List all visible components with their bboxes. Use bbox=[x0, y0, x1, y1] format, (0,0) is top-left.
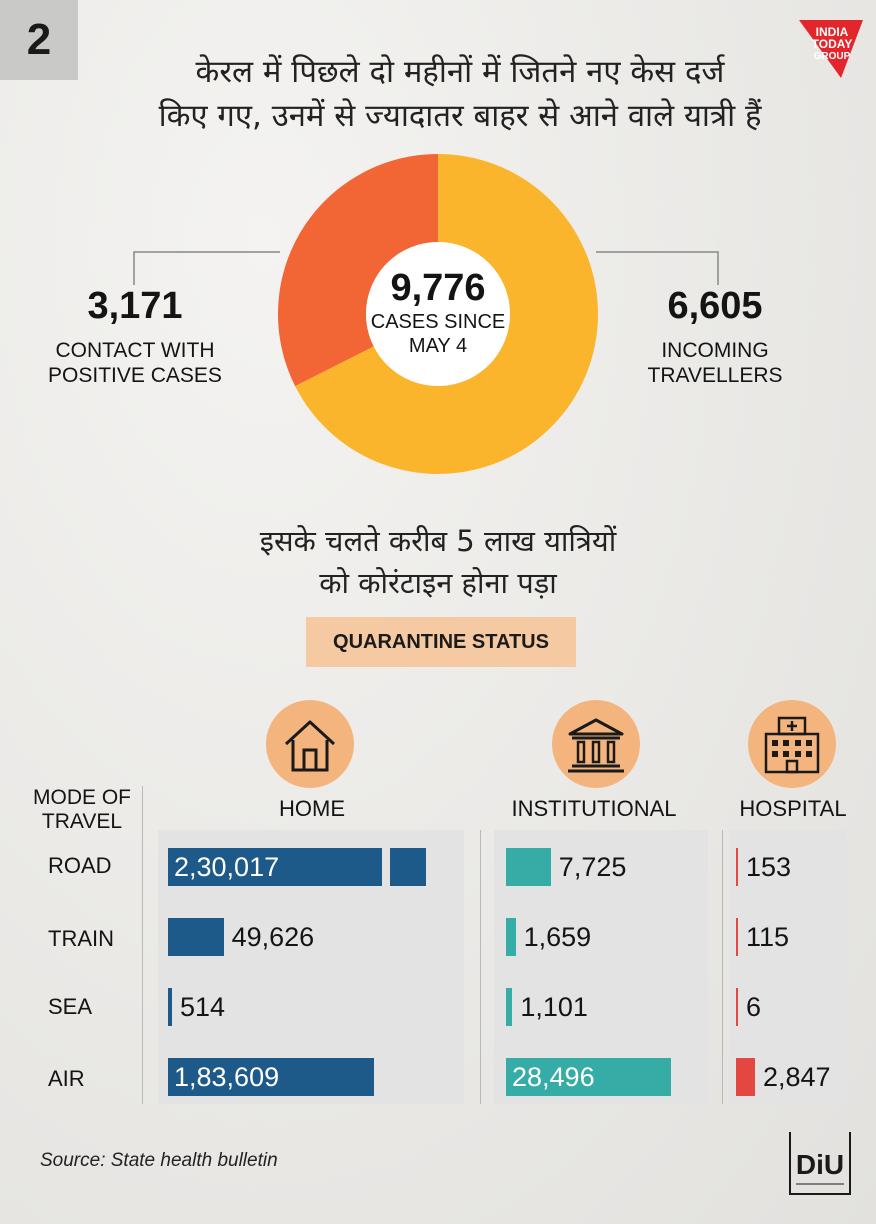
headline-line-2: किए गए, उनमें से ज्यादातर बाहर से आने वा… bbox=[158, 98, 762, 134]
total-cases-label-2: MAY 4 bbox=[408, 335, 468, 357]
brand-line-1: INDIA bbox=[816, 25, 849, 39]
donut-slice-contact-cases bbox=[278, 154, 438, 387]
bar-axis-break bbox=[382, 848, 390, 886]
mode-header-line-2: TRAVEL bbox=[41, 810, 123, 833]
bar-label-hospital-air: 2,847 bbox=[762, 1062, 831, 1092]
row-label-air: AIR bbox=[48, 1066, 85, 1091]
india-today-logo: INDIA TODAY GROUP bbox=[795, 12, 867, 84]
divider-1 bbox=[142, 786, 143, 1104]
total-cases-stat: 9,776 CASES SINCE MAY 4 bbox=[338, 266, 538, 358]
bar-label-home-train: 49,626 bbox=[231, 922, 315, 952]
bar-label-institutional-air: 28,496 bbox=[512, 1062, 595, 1092]
mode-of-travel-header: MODE OF TRAVEL bbox=[22, 786, 142, 834]
bar-label-home-air: 1,83,609 bbox=[174, 1062, 280, 1092]
hospital-icon bbox=[748, 700, 836, 788]
incoming-travellers-label-2: TRAVELLERS bbox=[647, 364, 783, 387]
subhead-line-1: इसके चलते करीब 5 लाख यात्रियों bbox=[259, 524, 617, 558]
right-leader-line bbox=[596, 251, 719, 285]
divider-2 bbox=[480, 830, 481, 1104]
bar-label-hospital-road: 153 bbox=[746, 852, 792, 882]
column-header-hospital: HOSPITAL bbox=[739, 796, 847, 821]
left-leader-line bbox=[133, 251, 280, 285]
column-header-institutional: INSTITUTIONAL bbox=[511, 796, 677, 821]
bar-label-institutional-sea: 1,101 bbox=[520, 992, 588, 1022]
bar-institutional-air bbox=[506, 1058, 672, 1096]
quarantine-status-title: QUARANTINE STATUS bbox=[306, 617, 576, 667]
bar-institutional-train bbox=[506, 918, 516, 956]
bar-hospital-sea bbox=[736, 988, 738, 1026]
bar-label-institutional-train: 1,659 bbox=[523, 922, 592, 952]
row-label-road: ROAD bbox=[48, 853, 112, 878]
incoming-travellers-value: 6,605 bbox=[667, 285, 763, 327]
row-label-sea: SEA bbox=[48, 994, 93, 1019]
bar-institutional-sea bbox=[506, 988, 513, 1026]
donut-slice-incoming-travellers bbox=[295, 154, 598, 474]
bar-hospital-road bbox=[736, 848, 738, 886]
incoming-travellers-stat: 6,605 INCOMING TRAVELLERS bbox=[620, 284, 810, 388]
donut-hole bbox=[366, 242, 510, 386]
total-cases-label-1: CASES SINCE bbox=[370, 311, 506, 333]
bar-home-sea bbox=[168, 988, 172, 1026]
source-note: Source: State health bulletin bbox=[40, 1150, 278, 1171]
contact-cases-label-1: CONTACT WITH bbox=[55, 339, 215, 362]
total-cases-value: 9,776 bbox=[390, 267, 486, 309]
headline-line-1: केरल में पिछले दो महीनों में जितने नए के… bbox=[195, 54, 725, 90]
page-number: 2 bbox=[0, 0, 78, 80]
bar-label-home-road: 2,30,017 bbox=[174, 852, 280, 882]
brand-line-2: TODAY bbox=[812, 37, 853, 51]
column-header-home: HOME bbox=[279, 796, 345, 821]
bar-hospital-air bbox=[736, 1058, 755, 1096]
contact-cases-stat: 3,171 CONTACT WITH POSITIVE CASES bbox=[40, 284, 230, 388]
brand-line-3: GROUP bbox=[814, 51, 851, 62]
bar-label-home-sea: 514 bbox=[180, 992, 226, 1022]
contact-cases-label-2: POSITIVE CASES bbox=[48, 364, 222, 387]
bar-home-air bbox=[168, 1058, 374, 1096]
diu-logo: DiU bbox=[788, 1130, 852, 1196]
contact-cases-value: 3,171 bbox=[87, 285, 183, 327]
house-icon bbox=[266, 700, 354, 788]
bar-label-institutional-road: 7,725 bbox=[558, 852, 627, 882]
institution-icon bbox=[552, 700, 640, 788]
mode-header-line-1: MODE OF bbox=[33, 786, 131, 809]
bar-label-hospital-train: 115 bbox=[746, 922, 790, 952]
row-label-train: TRAIN bbox=[48, 926, 114, 951]
incoming-travellers-label-1: INCOMING bbox=[661, 339, 769, 362]
diu-logo-text: DiU bbox=[796, 1149, 844, 1180]
bar-hospital-train bbox=[736, 918, 738, 956]
bar-label-hospital-sea: 6 bbox=[746, 992, 762, 1022]
bar-axis-break bbox=[382, 1058, 390, 1096]
bar-institutional-road bbox=[506, 848, 551, 886]
subhead-line-2: को कोरंटाइन होना पड़ा bbox=[319, 566, 557, 600]
cases-donut-chart: 9,776 CASES SINCE MAY 4 3,171 CONTACT WI… bbox=[0, 0, 876, 520]
bar-home-train bbox=[168, 918, 224, 956]
divider-3 bbox=[722, 830, 723, 1104]
